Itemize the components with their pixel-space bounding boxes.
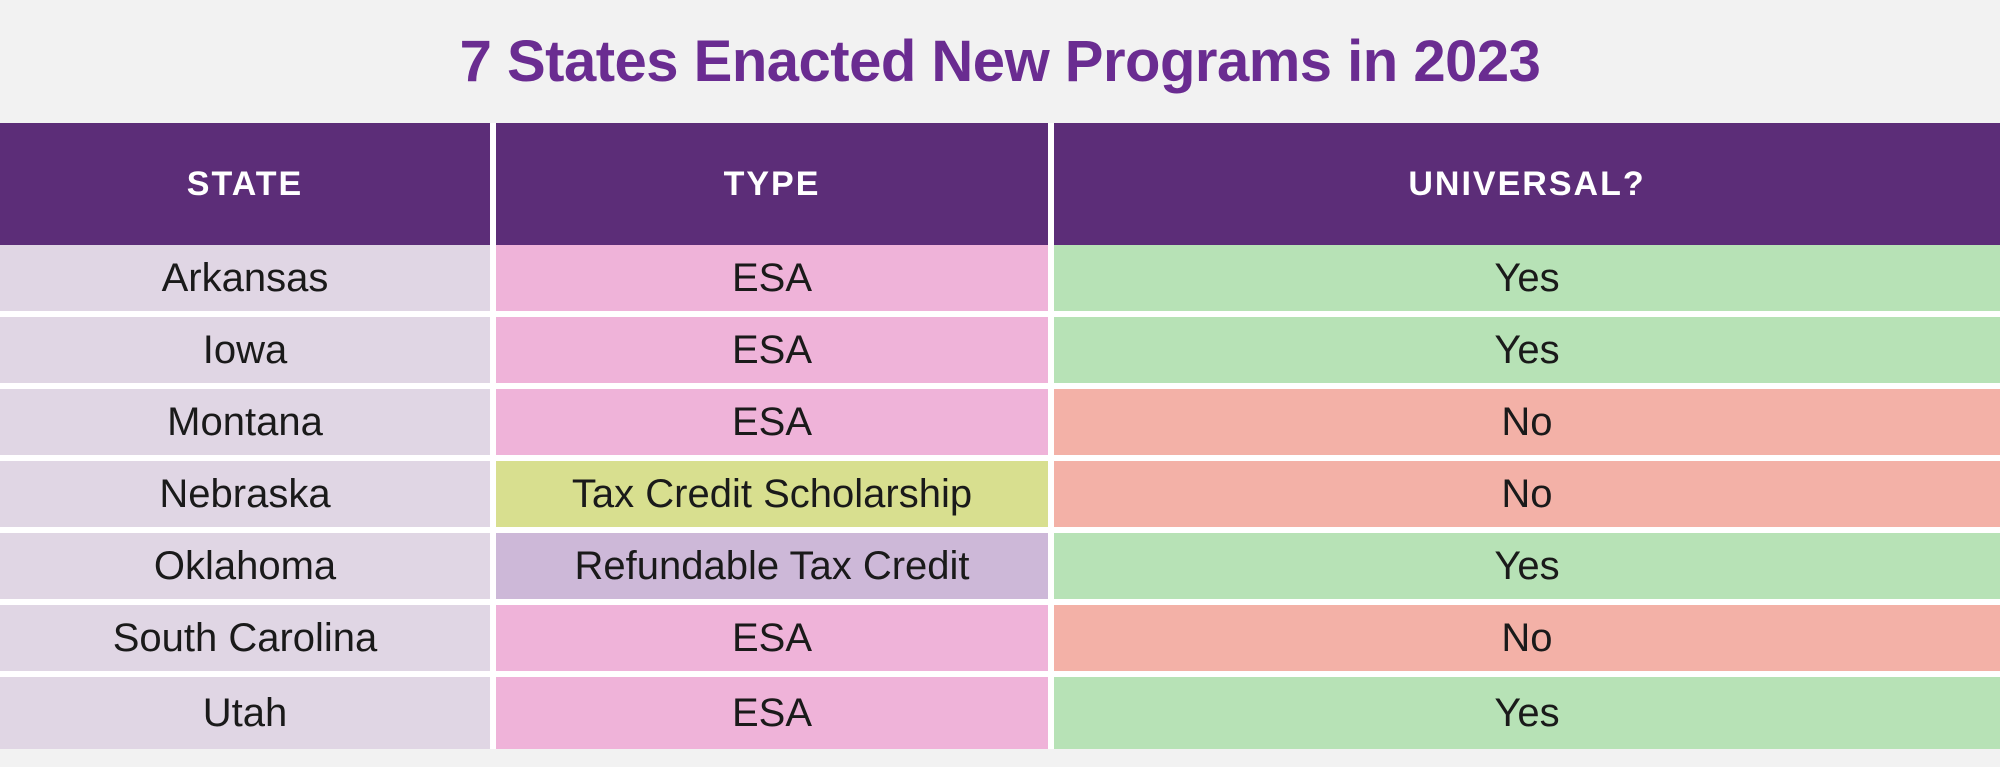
cell-type: ESA [496, 605, 1054, 677]
figure-canvas: 7 States Enacted New Programs in 2023 ST… [0, 0, 2000, 767]
cell-state: Utah [0, 677, 496, 749]
col-header-state: STATE [0, 123, 496, 245]
cell-universal: No [1054, 461, 2000, 533]
cell-state: South Carolina [0, 605, 496, 677]
cell-universal: Yes [1054, 317, 2000, 389]
cell-type: ESA [496, 317, 1054, 389]
cell-type: Tax Credit Scholarship [496, 461, 1054, 533]
page-title: 7 States Enacted New Programs in 2023 [0, 28, 2000, 95]
cell-state: Nebraska [0, 461, 496, 533]
cell-state: Arkansas [0, 245, 496, 317]
table-row: Utah ESA Yes [0, 677, 2000, 749]
table-row: Oklahoma Refundable Tax Credit Yes [0, 533, 2000, 605]
table-row: Iowa ESA Yes [0, 317, 2000, 389]
table-row: South Carolina ESA No [0, 605, 2000, 677]
table-row: Nebraska Tax Credit Scholarship No [0, 461, 2000, 533]
table-row: Arkansas ESA Yes [0, 245, 2000, 317]
cell-universal: Yes [1054, 677, 2000, 749]
cell-type: Refundable Tax Credit [496, 533, 1054, 605]
cell-state: Montana [0, 389, 496, 461]
cell-state: Oklahoma [0, 533, 496, 605]
table-header: STATE TYPE UNIVERSAL? [0, 123, 2000, 245]
table-row: Montana ESA No [0, 389, 2000, 461]
cell-type: ESA [496, 677, 1054, 749]
cell-type: ESA [496, 389, 1054, 461]
programs-table: STATE TYPE UNIVERSAL? Arkansas ESA Yes I… [0, 123, 2000, 749]
cell-universal: No [1054, 389, 2000, 461]
cell-universal: Yes [1054, 245, 2000, 317]
cell-universal: No [1054, 605, 2000, 677]
col-header-type: TYPE [496, 123, 1054, 245]
cell-universal: Yes [1054, 533, 2000, 605]
cell-type: ESA [496, 245, 1054, 317]
col-header-universal: UNIVERSAL? [1054, 123, 2000, 245]
title-container: 7 States Enacted New Programs in 2023 [0, 0, 2000, 123]
cell-state: Iowa [0, 317, 496, 389]
table-body: Arkansas ESA Yes Iowa ESA Yes Montana ES… [0, 245, 2000, 749]
